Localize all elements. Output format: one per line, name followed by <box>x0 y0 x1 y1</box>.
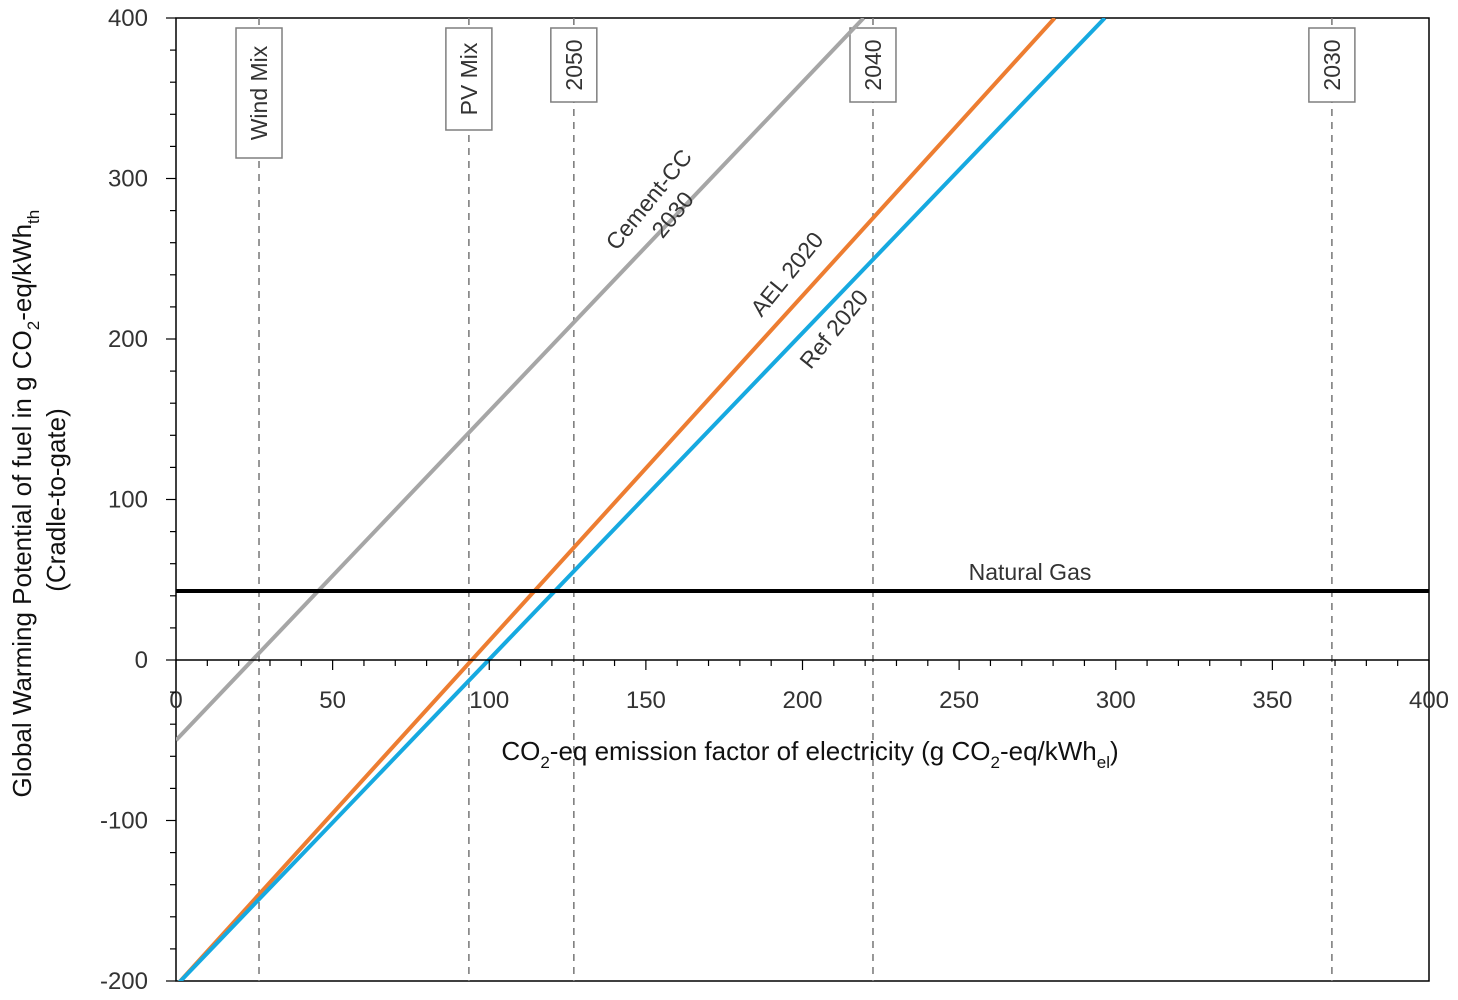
marker-label-2030: 2030 <box>1319 39 1345 90</box>
marker-label-pv-mix: PV Mix <box>456 42 482 115</box>
marker-label-2050: 2050 <box>561 39 587 90</box>
x-axis-title: CO2-eq emission factor of electricity (g… <box>501 736 1118 772</box>
y-tick-label: 0 <box>135 647 148 674</box>
y-tick-label: -100 <box>100 808 148 835</box>
cement-series-label: Cement-CC 2030 <box>600 139 722 272</box>
y-tick-label: 100 <box>108 487 148 514</box>
x-tick-label: 300 <box>1096 687 1136 714</box>
marker-label-2040: 2040 <box>860 39 886 90</box>
y-tick-label: -200 <box>100 968 148 995</box>
x-tick-label: 100 <box>469 687 509 714</box>
x-tick-label: 50 <box>319 687 346 714</box>
marker-box-2030 <box>1308 27 1356 103</box>
marker-box-wind-mix <box>235 27 283 159</box>
axes: 0 50 100 150 200 250 300 350 400 -200 -100 0 100 200 3… <box>100 5 1449 995</box>
series-ref-2020 <box>177 18 1107 981</box>
x-tick-label: 200 <box>782 687 822 714</box>
plot-area <box>175 17 1430 982</box>
x-tick-label: 150 <box>626 687 666 714</box>
x-tick-label: 400 <box>1409 687 1449 714</box>
x-tick-label: 250 <box>939 687 979 714</box>
marker-box-2040 <box>849 27 897 103</box>
x-tick-label: 350 <box>1252 687 1292 714</box>
y-axis-title: Global Warming Potential of fuel in g CO… <box>7 203 71 798</box>
series-cement-cc-2030 <box>176 18 866 742</box>
series-ael-2020 <box>177 18 1057 981</box>
marker-box-pv-mix <box>445 27 493 131</box>
marker-label-wind-mix: Wind Mix <box>246 45 272 140</box>
y-tick-label: 400 <box>108 5 148 32</box>
vertical-markers: Wind Mix PV Mix 2050 2040 2030 <box>235 18 1356 981</box>
ael-series-label: AEL 2020 <box>745 227 828 321</box>
y-tick-label: 200 <box>108 326 148 353</box>
natural-gas-label: Natural Gas <box>969 559 1092 585</box>
x-tick-label: 0 <box>169 687 182 714</box>
marker-box-2050 <box>550 27 598 103</box>
series-lines <box>176 18 1429 981</box>
y-tick-label: 300 <box>108 166 148 193</box>
